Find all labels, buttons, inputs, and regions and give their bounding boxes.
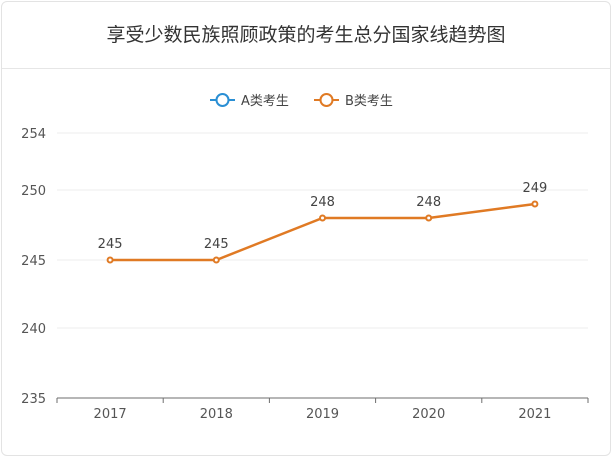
y-tick-label: 254	[21, 127, 46, 142]
data-label: 248	[310, 195, 335, 210]
data-point[interactable]	[212, 256, 220, 264]
y-tick-label: 240	[21, 322, 46, 337]
y-tick-label: 245	[21, 254, 46, 269]
x-tick-label: 2017	[94, 407, 127, 422]
y-tick-label: 235	[21, 392, 46, 407]
x-tick-label: 2018	[200, 407, 233, 422]
legend-label[interactable]: A类考生	[241, 94, 289, 109]
x-tick-label: 2019	[306, 407, 339, 422]
data-label: 248	[416, 195, 441, 210]
data-label: 249	[522, 181, 547, 196]
data-label: 245	[98, 237, 123, 252]
series-line	[110, 202, 536, 262]
legend-swatch-marker[interactable]	[319, 93, 334, 107]
data-point[interactable]	[106, 256, 114, 264]
chart-header: 享受少数民族照顾政策的考生总分国家线趋势图	[2, 2, 610, 69]
data-point[interactable]	[531, 200, 539, 208]
x-tick-label: 2021	[518, 407, 551, 422]
data-label: 245	[204, 237, 229, 252]
legend-label[interactable]: B类考生	[345, 94, 393, 109]
chart-title: 享受少数民族照顾政策的考生总分国家线趋势图	[106, 24, 506, 46]
legend-swatch-marker[interactable]	[215, 93, 230, 107]
data-point[interactable]	[425, 214, 433, 222]
y-tick-label: 250	[21, 184, 46, 199]
data-point[interactable]	[319, 214, 326, 222]
x-tick-label: 2020	[412, 407, 445, 422]
